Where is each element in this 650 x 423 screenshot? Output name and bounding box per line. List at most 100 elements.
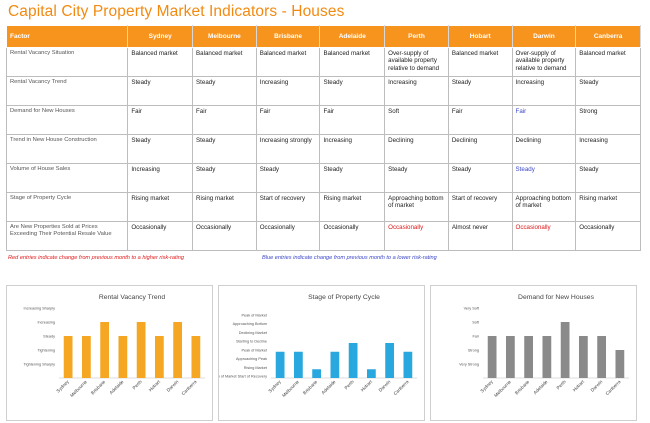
x-tick-label: Brisbane — [514, 379, 531, 396]
x-tick-label: Adelaide — [532, 379, 548, 395]
bar-brisbane — [100, 322, 110, 378]
table-cell: Almost never — [447, 221, 513, 251]
bar-adelaide — [542, 336, 552, 378]
rental-vacancy-trend-chart-panel: Rental Vacancy Trend Tightening Sharply Ti… — [6, 285, 213, 421]
table-row: Rental Vacancy Trend Steady Steady Increasi… — [5, 76, 641, 106]
x-tick-label: Adelaide — [320, 379, 336, 395]
table-cell: Occasionally — [384, 221, 449, 251]
table-cell: Balanced market — [127, 47, 194, 77]
table-cell: Declining — [384, 134, 449, 164]
table-cell: Balanced market — [192, 47, 257, 77]
table-cell: Occasionally — [511, 221, 577, 251]
y-tick-label: Increasing — [37, 321, 55, 325]
column-header-canberra: Canberra — [575, 25, 641, 48]
x-tick-label: Sydney — [267, 379, 282, 394]
table-cell: Steady — [192, 163, 257, 193]
table-cell: Increasing — [511, 76, 577, 106]
x-tick-label: Canberra — [181, 379, 198, 396]
bar-melbourne — [81, 336, 91, 378]
bar-hobart — [366, 369, 376, 378]
bar-brisbane — [524, 336, 534, 378]
chart-title: Stage of Property Cycle — [308, 294, 380, 301]
bar-hobart — [154, 336, 164, 378]
column-header-darwin: Darwin — [511, 25, 577, 48]
table-cell: Steady — [384, 163, 449, 193]
chart-title: Rental Vacancy Trend — [99, 294, 166, 301]
blue-entries-note: Blue entries indicate change from previo… — [262, 255, 437, 261]
y-tick-label: Peak of Market — [241, 348, 267, 352]
table-cell: Rising market — [127, 192, 194, 222]
y-tick-label: Strong — [468, 349, 479, 353]
bar-perth — [136, 322, 146, 378]
table-cell: Start of recovery — [447, 192, 513, 222]
table-cell: Balanced market — [319, 47, 386, 77]
table-cell: Increasing — [575, 134, 641, 164]
bar-sydney — [487, 336, 497, 378]
x-tick-label: Perth — [132, 379, 144, 391]
table-cell: Steady — [511, 163, 577, 193]
x-tick-label: Canberra — [393, 379, 410, 396]
bar-perth — [348, 343, 358, 378]
table-cell: Over-supply of available property relati… — [511, 47, 577, 77]
column-header-brisbane: Brisbane — [255, 25, 321, 48]
table-cell: Occasionally — [319, 221, 386, 251]
table-cell: Steady — [127, 76, 194, 106]
bar-adelaide — [330, 351, 340, 378]
y-tick-label: Peak of Market — [241, 313, 267, 317]
x-tick-label: Darwin — [378, 379, 392, 393]
x-tick-label: Sydney — [55, 379, 70, 394]
demand-for-new-houses-chart-panel: Demand for New Houses Very Strong Strong Fa… — [430, 285, 637, 421]
y-tick-label: Approaching Peak — [236, 357, 267, 361]
table-cell: Steady — [127, 134, 194, 164]
bar-darwin — [173, 322, 183, 378]
factor-cell: Rental Vacancy Trend — [5, 76, 129, 106]
table-row: Volume of House Sales Increasing Steady Ste… — [5, 163, 641, 193]
x-tick-label: Darwin — [590, 379, 604, 393]
indicators-table: Factor Sydney Melbourne Brisbane Adelaid… — [5, 25, 641, 251]
x-tick-label: Hobart — [148, 379, 162, 393]
table-cell: Rising market — [192, 192, 257, 222]
bar-hobart — [578, 336, 588, 378]
table-cell: Soft — [384, 105, 449, 135]
table-cell: Increasing — [384, 76, 449, 106]
table-cell: Balanced market — [575, 47, 641, 77]
stage-of-property-cycle-chart-panel: Stage of Property Cycle Bottom of Market … — [218, 285, 425, 421]
table-row: Demand for New Houses Fair Fair Fair Fair Sof… — [5, 105, 641, 135]
factor-cell: Trend in New House Construction — [5, 134, 129, 164]
table-body: Rental Vacancy Situation Balanced market B… — [5, 47, 641, 251]
table-cell: Occasionally — [192, 221, 257, 251]
table-cell: Steady — [447, 76, 513, 106]
table-header-row: Factor Sydney Melbourne Brisbane Adelaid… — [5, 25, 641, 48]
bar-canberra — [615, 350, 625, 378]
x-tick-label: Adelaide — [108, 379, 124, 395]
x-tick-label: Hobart — [360, 379, 374, 393]
factor-cell: Volume of House Sales — [5, 163, 129, 193]
bar-adelaide — [118, 336, 128, 378]
column-header-sydney: Sydney — [127, 25, 194, 48]
y-tick-label: Increasing Sharply — [24, 307, 56, 311]
table-cell: Steady — [192, 76, 257, 106]
bar-darwin — [385, 343, 395, 378]
table-cell: Fair — [447, 105, 513, 135]
table-cell: Declining — [511, 134, 577, 164]
table-row: Stage of Property Cycle Rising market Risi… — [5, 192, 641, 222]
bar-brisbane — [312, 369, 322, 378]
column-header-perth: Perth — [384, 25, 449, 48]
table-cell: Steady — [447, 163, 513, 193]
y-tick-label: Declining Market — [239, 331, 268, 335]
table-row: Are New Properties Sold at Prices Exceed… — [5, 221, 641, 251]
table-cell: Steady — [575, 163, 641, 193]
y-tick-label: Rising Market — [244, 366, 268, 370]
table-cell: Fair — [319, 105, 386, 135]
table-cell: Fair — [511, 105, 577, 135]
table-cell: Steady — [319, 163, 386, 193]
table-cell: Start of recovery — [255, 192, 321, 222]
y-tick-label: Tightening Sharply — [23, 363, 55, 367]
x-tick-label: Sydney — [479, 379, 494, 394]
bar-sydney — [63, 336, 73, 378]
page-title: Capital City Property Market Indicators … — [8, 3, 345, 20]
x-tick-label: Hobart — [572, 379, 586, 393]
table-cell: Balanced market — [447, 47, 513, 77]
table-cell: Approaching bottom of market — [511, 192, 577, 222]
table-cell: Increasing — [127, 163, 194, 193]
